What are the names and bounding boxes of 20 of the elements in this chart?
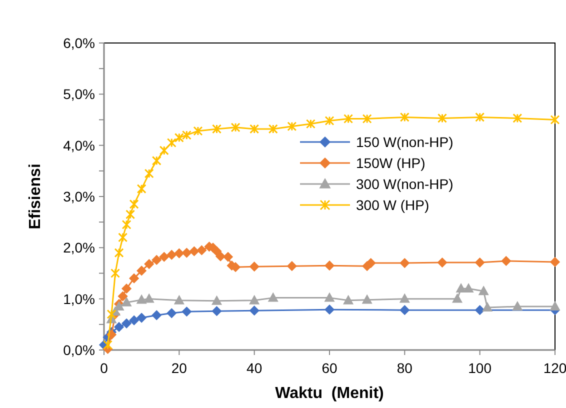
- x-tick-label: 60: [322, 360, 338, 376]
- legend-label: 300 W (HP): [356, 197, 430, 213]
- x-tick-label: 100: [468, 360, 492, 376]
- y-tick-label: 4,0%: [63, 137, 95, 154]
- y-tick-label: 1,0%: [63, 290, 95, 307]
- y-tick-label: 5,0%: [63, 86, 95, 102]
- x-tick-label: 80: [396, 360, 413, 376]
- y-tick-label: 0,0%: [63, 342, 95, 358]
- x-tick-label: 40: [246, 360, 262, 376]
- y-tick-label: 6,0%: [63, 35, 95, 51]
- legend-label: 150 W(non-HP): [356, 134, 454, 150]
- y-axis-title: Efisiensi: [27, 164, 44, 230]
- x-axis-title: Waktu (Menit): [275, 385, 384, 402]
- legend-label: 300 W(non-HP): [356, 176, 454, 192]
- x-tick-label: 20: [171, 360, 188, 376]
- x-tick-label: 0: [100, 360, 108, 376]
- x-tick-label: 120: [543, 360, 566, 376]
- legend-label: 150W (HP): [356, 155, 426, 171]
- y-tick-label: 3,0%: [63, 188, 95, 204]
- y-tick-label: 2,0%: [63, 240, 95, 256]
